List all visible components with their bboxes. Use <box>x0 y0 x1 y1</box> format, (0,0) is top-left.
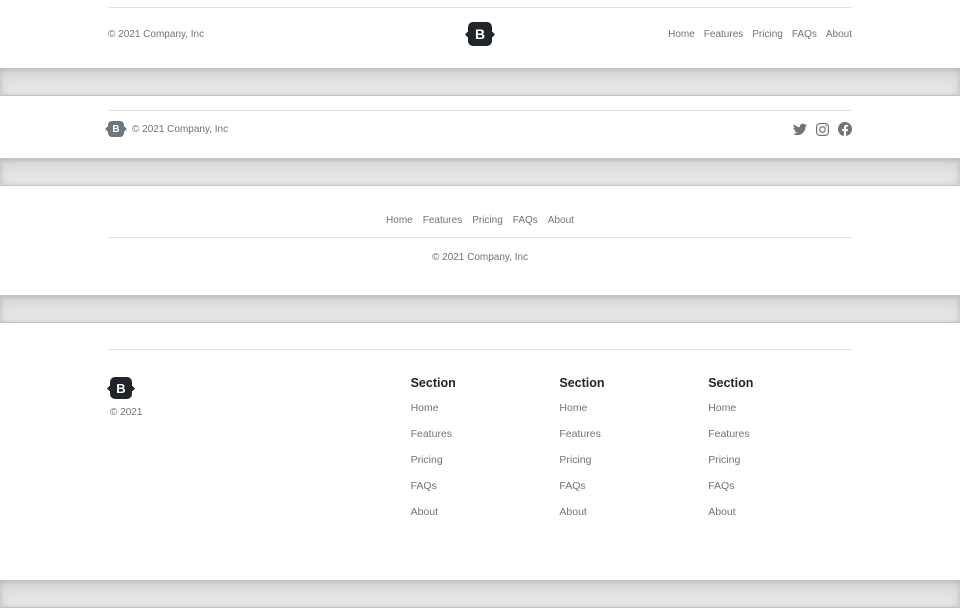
nav-link-faqs[interactable]: FAQs <box>559 480 586 492</box>
nav-item: About <box>708 502 852 520</box>
copyright-text: © 2021 Company, Inc <box>431 252 529 263</box>
nav-link-faqs[interactable]: FAQs <box>708 480 735 492</box>
link-column-1: Section Home Features Pricing FAQs About <box>406 377 555 528</box>
nav-item: About <box>543 214 579 227</box>
column-heading: Section <box>559 376 605 390</box>
nav-item: FAQs <box>508 214 543 227</box>
nav-item: Pricing <box>559 450 703 468</box>
column-heading: Section <box>410 376 456 390</box>
nav-link-home[interactable]: Home <box>668 28 695 40</box>
instagram-icon[interactable] <box>816 122 829 136</box>
nav-link-about[interactable]: About <box>547 215 574 226</box>
footer-social: B © 2021 Company, Inc <box>108 110 852 158</box>
nav-item: Pricing <box>411 450 555 468</box>
column-links: Home Features Pricing FAQs About <box>411 398 555 520</box>
brand-column: B © 2021 <box>108 377 257 528</box>
facebook-icon[interactable] <box>837 121 852 137</box>
nav-item: About <box>411 502 555 520</box>
nav-link-faqs[interactable]: FAQs <box>410 480 437 492</box>
brand-group: B © 2021 Company, Inc <box>108 121 228 137</box>
spacer-column <box>257 377 406 528</box>
footer-simple: © 2021 Company, Inc B Home Features Pric… <box>108 7 852 68</box>
nav-link-features[interactable]: Features <box>708 428 750 440</box>
nav-item: Pricing <box>708 450 852 468</box>
logo-letter: B <box>112 123 120 135</box>
footer-nav: Home Features Pricing FAQs About <box>664 29 852 40</box>
copyright-text: © 2021 Company, Inc <box>108 28 205 40</box>
logo-letter: B <box>116 380 126 396</box>
nav-item: Features <box>699 29 747 40</box>
social-item <box>793 122 807 136</box>
nav-link-home[interactable]: Home <box>708 402 737 414</box>
nav-item: Features <box>411 424 555 442</box>
nav-item: Home <box>708 398 852 416</box>
nav-link-pricing[interactable]: Pricing <box>559 454 592 466</box>
example-divider <box>0 295 960 323</box>
nav-link-about[interactable]: About <box>708 506 736 518</box>
nav-item: Home <box>559 398 703 416</box>
nav-item: Home <box>381 214 418 227</box>
nav-link-about[interactable]: About <box>825 28 852 40</box>
column-links: Home Features Pricing FAQs About <box>708 398 852 520</box>
nav-item: Features <box>418 214 467 227</box>
nav-item: About <box>559 502 703 520</box>
nav-link-features[interactable]: Features <box>703 28 744 40</box>
nav-link-about[interactable]: About <box>410 506 439 518</box>
nav-link-pricing[interactable]: Pricing <box>410 454 443 466</box>
nav-link-about[interactable]: About <box>559 506 587 518</box>
social-links <box>784 121 852 137</box>
footer-nav-centered: Home Features Pricing FAQs About <box>108 214 852 238</box>
example-divider <box>0 158 960 186</box>
column-heading: Section <box>708 376 754 390</box>
column-links: Home Features Pricing FAQs About <box>559 398 703 520</box>
nav-link-features[interactable]: Features <box>559 428 601 440</box>
nav-item: Features <box>708 424 852 442</box>
nav-item: Home <box>664 29 700 40</box>
nav-link-faqs[interactable]: FAQs <box>512 215 538 226</box>
example-divider <box>0 580 960 608</box>
nav-link-home[interactable]: Home <box>410 402 439 414</box>
copyright-text: © 2021 Company, Inc <box>132 123 229 135</box>
footers-example-page: © 2021 Company, Inc B Home Features Pric… <box>0 7 960 608</box>
nav-link-faqs[interactable]: FAQs <box>791 28 817 40</box>
nav-item: Pricing <box>748 29 788 40</box>
social-item <box>816 122 829 136</box>
nav-item: FAQs <box>708 476 852 494</box>
social-item <box>837 121 852 137</box>
link-column-2: Section Home Features Pricing FAQs About <box>554 377 703 528</box>
nav-item: FAQs <box>411 476 555 494</box>
link-column-3: Section Home Features Pricing FAQs About <box>703 377 852 528</box>
nav-item: Pricing <box>467 214 508 227</box>
nav-link-pricing[interactable]: Pricing <box>708 454 741 466</box>
copyright-text: © 2021 <box>110 407 143 418</box>
nav-link-features[interactable]: Features <box>422 215 463 226</box>
nav-item: Home <box>411 398 555 416</box>
bootstrap-logo[interactable]: B <box>110 377 132 399</box>
nav-item: Features <box>559 424 703 442</box>
nav-item: FAQs <box>559 476 703 494</box>
nav-link-pricing[interactable]: Pricing <box>752 28 783 40</box>
footer-centered: Home Features Pricing FAQs About © 2021 … <box>108 186 852 295</box>
nav-link-home[interactable]: Home <box>559 402 588 414</box>
bootstrap-logo[interactable]: B <box>108 121 124 137</box>
nav-link-home[interactable]: Home <box>386 215 413 226</box>
nav-item: About <box>821 29 852 40</box>
nav-item: FAQs <box>787 29 821 40</box>
nav-link-features[interactable]: Features <box>410 428 453 440</box>
footer-columns: B © 2021 Section Home Features Pricing F… <box>108 349 852 580</box>
bootstrap-logo[interactable]: B <box>468 22 492 46</box>
twitter-icon[interactable] <box>793 122 807 136</box>
example-divider <box>0 68 960 96</box>
nav-link-pricing[interactable]: Pricing <box>472 215 503 226</box>
logo-letter: B <box>474 26 486 42</box>
